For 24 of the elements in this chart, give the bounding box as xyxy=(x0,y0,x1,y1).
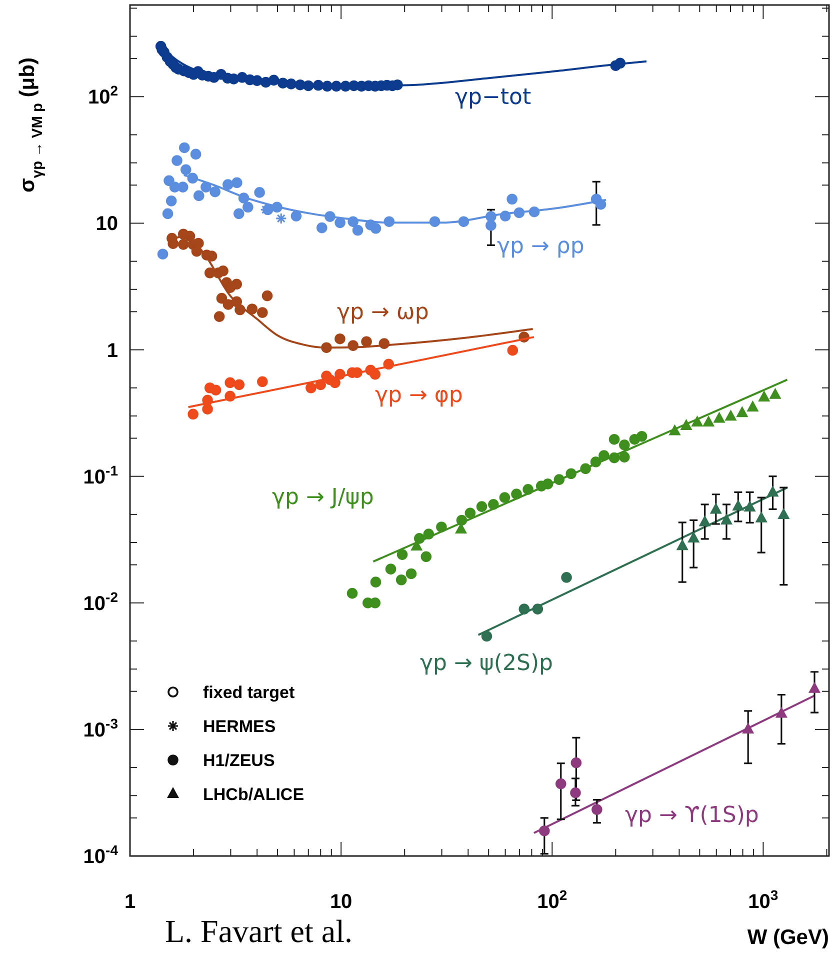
series-label: γp−tot xyxy=(455,85,532,110)
series-label: γp → ψ(2S)p xyxy=(420,651,554,676)
series-label: γp → ωp xyxy=(337,300,429,325)
x-tick-label: 10$^{2}$ xyxy=(537,887,568,913)
text: L. Favart et al. xyxy=(165,913,352,949)
y-tick-label: 10$^{-1}$ xyxy=(83,462,118,488)
y-tick-label: 10$^{2}$ xyxy=(88,82,118,109)
annotation: LHCb/ALICE xyxy=(203,785,304,804)
y-tick-label: 10$^{-4}$ xyxy=(83,842,118,868)
y-tick-label: 10 xyxy=(96,213,118,236)
series-label: γp → φp xyxy=(375,383,463,408)
y-tick-label: 10$^{-2}$ xyxy=(83,588,118,615)
x-tick-label: 10 xyxy=(330,891,352,913)
series-label: γp → ρp xyxy=(497,234,584,259)
annotation: HERMES xyxy=(203,717,276,736)
y-tick-label: 1 xyxy=(106,340,118,362)
annotation: fixed target xyxy=(203,683,295,702)
series-label: γp → ϒ(1S)p xyxy=(625,803,759,828)
y-tick-label: 10$^{-3}$ xyxy=(83,715,118,742)
annotation: H1/ZEUS xyxy=(203,751,275,770)
text: γp → J/ψp xyxy=(272,485,374,510)
x-axis-title: W (GeV) xyxy=(747,926,829,949)
x-tick-label: 1 xyxy=(124,891,136,913)
x-tick-label: 10$^{3}$ xyxy=(748,887,778,913)
